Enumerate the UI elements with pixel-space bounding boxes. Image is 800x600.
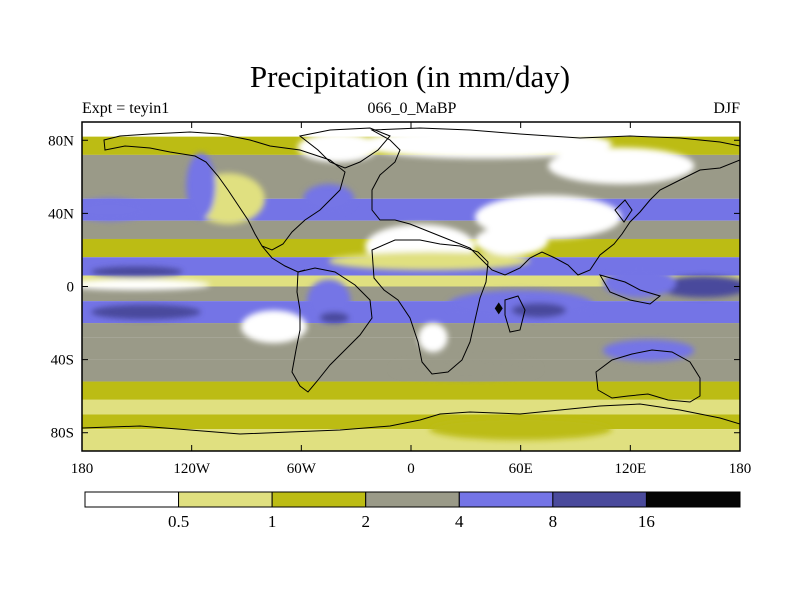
- colorbar: 0.5 1 2 4 8 16: [84, 491, 741, 531]
- precip-region-antarctic-yellow: [429, 418, 613, 441]
- lon-label-2: 60W: [287, 461, 317, 477]
- precip-region-indian-ocean-core: [511, 302, 567, 318]
- colorbar-level-1: 1: [268, 512, 277, 531]
- lat-label-40S: 40S: [51, 353, 74, 369]
- precip-region-maritime-continent: [602, 268, 677, 298]
- precipitation-field: [82, 122, 740, 451]
- precip-regions: [82, 129, 740, 441]
- precip-max-indian-ocean-peak: [494, 302, 503, 315]
- precip-region-south-atlantic-dry: [241, 310, 307, 344]
- precip-band-8: [82, 275, 740, 287]
- colorbar-box-0: [84, 491, 180, 508]
- precip-band-12: [82, 337, 740, 360]
- coastline-antarctica: [82, 403, 740, 435]
- coastlines: [82, 127, 740, 435]
- colorbar-level-5: 16: [638, 512, 655, 531]
- colorbar-box-3: [365, 491, 460, 508]
- coastline-north-america: [103, 131, 346, 251]
- latitude-axis: 80N 40N 0 40S 80S: [48, 133, 740, 442]
- precip-region-arctic-dry: [356, 129, 613, 159]
- lon-label-0: 180: [71, 461, 94, 477]
- precip-band-14: [82, 381, 740, 400]
- colorbar-labels: 0.5 1 2 4 8 16: [168, 512, 655, 531]
- lat-label-40N: 40N: [48, 206, 74, 222]
- lon-label-3: 0: [407, 461, 415, 477]
- precip-region-siberia-dry: [548, 147, 695, 185]
- precip-band-11: [82, 323, 740, 338]
- colorbar-box-5: [552, 491, 647, 508]
- coastline-south-america: [291, 267, 373, 393]
- precip-region-south-indian-gray: [392, 357, 539, 380]
- coastline-japan: [614, 199, 633, 223]
- lon-label-5: 120E: [614, 461, 646, 477]
- colorbar-level-0: 0.5: [168, 512, 189, 531]
- period-label: 066_0_MaBP: [368, 100, 457, 117]
- lon-label-4: 60E: [509, 461, 533, 477]
- precip-region-greenland-dry: [297, 132, 379, 163]
- colorbar-box-2: [271, 491, 367, 508]
- coastline-madagascar: [504, 295, 526, 333]
- precip-region-south-pacific-itcz: [91, 304, 201, 320]
- precip-region-arabia-dry: [474, 226, 549, 256]
- coastline-eurasia: [370, 127, 740, 276]
- experiment-label: Expt = teyin1: [82, 100, 169, 117]
- coastline-africa: [371, 239, 489, 375]
- lon-label-1: 120W: [173, 461, 211, 477]
- colorbar-level-2: 2: [361, 512, 370, 531]
- precip-region-pacific-north-storm: [82, 198, 146, 221]
- precip-region-south-america-wet: [306, 279, 351, 324]
- colorbar-level-4: 8: [549, 512, 558, 531]
- lat-label-0: 0: [67, 280, 75, 296]
- precip-region-pacific-north-itcz: [91, 266, 183, 278]
- precip-region-east-pacific-dry: [82, 279, 210, 291]
- lat-label-80S: 80S: [51, 426, 74, 442]
- plot-title: Precipitation (in mm/day): [250, 59, 570, 94]
- precip-maxima: [494, 302, 503, 315]
- lon-label-6: 180: [729, 461, 752, 477]
- coastline-greenland: [298, 127, 391, 169]
- season-label: DJF: [713, 100, 740, 117]
- colorbar-level-3: 4: [455, 512, 464, 531]
- precip-region-sahara-margin: [328, 251, 530, 271]
- colorbar-box-6: [645, 491, 741, 508]
- colorbar-boxes: [84, 491, 741, 508]
- precip-region-north-atlantic-wet: [303, 184, 355, 214]
- precip-region-western-pacific-wet: [657, 275, 740, 298]
- coastline-australia: [595, 349, 701, 403]
- precip-region-south-america-core: [319, 312, 349, 324]
- precip-band-0: [82, 122, 740, 137]
- colorbar-box-1: [178, 491, 273, 508]
- colorbar-box-4: [458, 491, 554, 508]
- precip-region-rockies-wet: [186, 153, 216, 219]
- lat-label-80N: 80N: [48, 133, 74, 149]
- precip-region-southern-africa-dry: [418, 323, 448, 353]
- longitude-axis: 180 120W 60W 0 60E 120E 180: [71, 122, 752, 477]
- map-panel: 80N 40N 0 40S 80S 180 120W 60W 0 60E 120E 180: [48, 121, 752, 477]
- coastline-maritime-continent: [598, 274, 662, 305]
- precip-band-15: [82, 399, 740, 415]
